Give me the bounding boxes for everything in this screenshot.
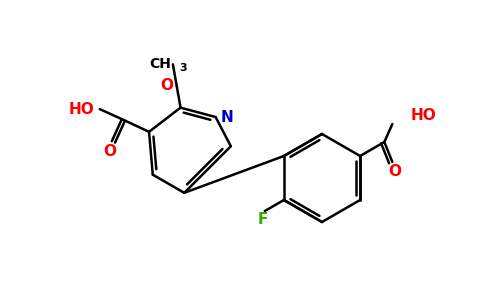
- Text: F: F: [257, 212, 268, 226]
- Text: 3: 3: [179, 63, 186, 73]
- Text: O: O: [388, 164, 401, 179]
- Text: HO: HO: [410, 109, 436, 124]
- Text: O: O: [161, 79, 174, 94]
- Text: CH: CH: [149, 57, 171, 71]
- Text: HO: HO: [69, 102, 95, 117]
- Text: O: O: [104, 144, 116, 159]
- Text: N: N: [221, 110, 233, 124]
